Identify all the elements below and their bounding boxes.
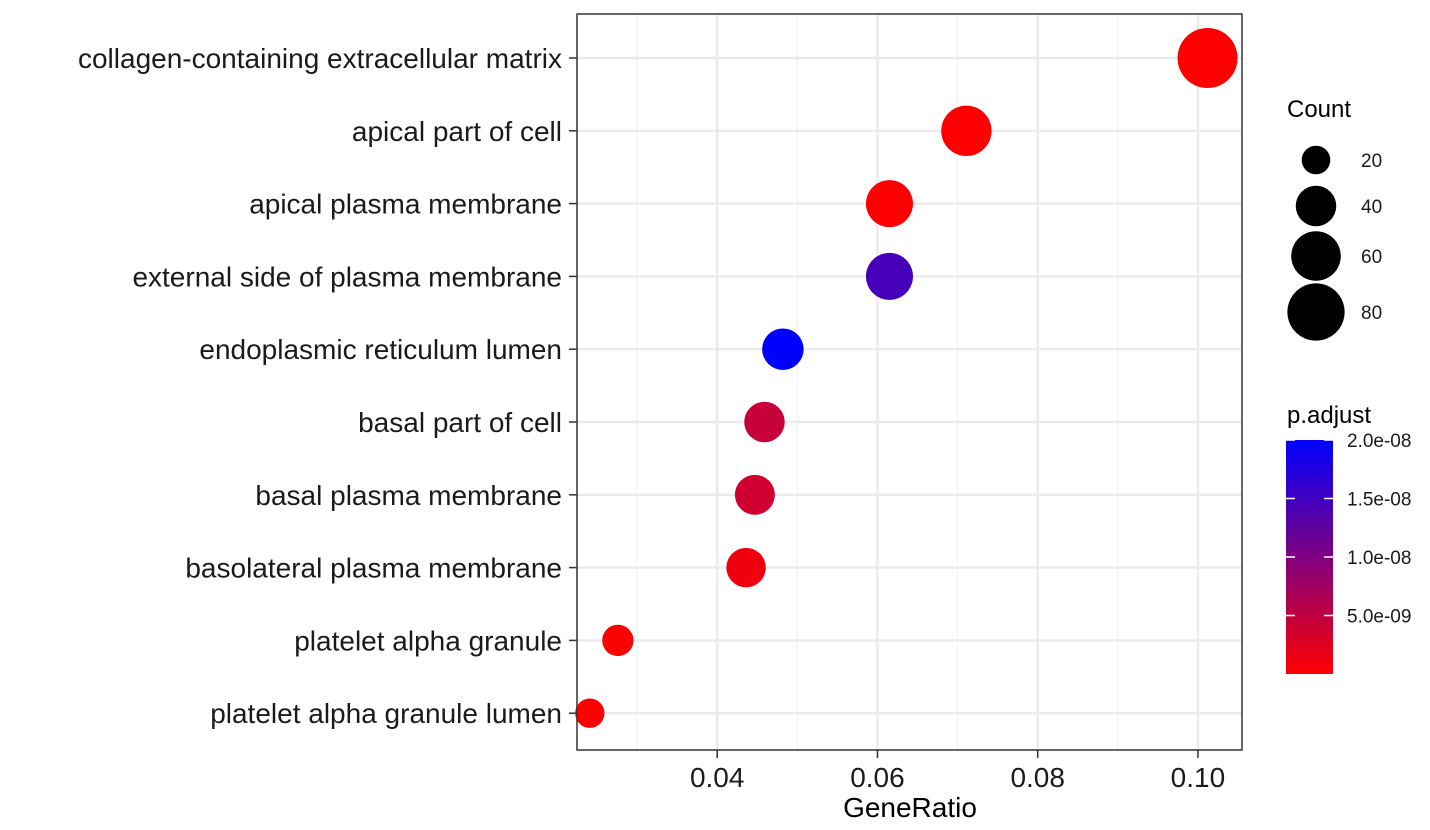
color-legend-label: 2.0e-08 <box>1347 431 1411 452</box>
size-legend-key <box>1301 145 1331 175</box>
color-legend-label: 5.0e-09 <box>1347 607 1411 628</box>
axes: collagen-containing extracellular matrix… <box>78 13 1243 793</box>
x-tick-label: 0.04 <box>690 762 745 793</box>
plot-panel <box>577 14 1242 750</box>
color-legend-label: 1.0e-08 <box>1347 548 1411 569</box>
y-tick-label: apical part of cell <box>352 116 562 147</box>
size-legend-label: 60 <box>1361 247 1382 268</box>
data-point <box>865 180 913 228</box>
y-tick-label: basal plasma membrane <box>255 480 562 511</box>
data-point <box>762 328 804 370</box>
size-legend-title: Count <box>1287 96 1351 123</box>
data-point <box>744 401 785 443</box>
size-legend: Count 20 40 60 80 <box>1287 96 1382 341</box>
x-tick-label: 0.10 <box>1171 762 1226 793</box>
y-tick-label: basolateral plasma membrane <box>185 553 562 584</box>
data-point <box>734 474 775 515</box>
x-tick-label: 0.08 <box>1010 762 1065 793</box>
data-point <box>865 252 913 300</box>
size-legend-label: 20 <box>1361 151 1382 172</box>
y-tick-label: apical plasma membrane <box>249 189 562 220</box>
size-legend-key <box>1291 231 1341 281</box>
panel-background <box>577 14 1242 750</box>
data-point <box>1177 27 1238 89</box>
y-tick-label: collagen-containing extracellular matrix <box>78 43 562 74</box>
size-legend-label: 80 <box>1361 303 1382 324</box>
y-tick-label: endoplasmic reticulum lumen <box>199 334 562 365</box>
data-point <box>726 547 766 588</box>
y-tick-label: external side of plasma membrane <box>132 261 562 292</box>
size-legend-key <box>1287 283 1345 341</box>
data-point <box>575 698 605 728</box>
x-tick-label: 0.06 <box>850 762 905 793</box>
y-tick-label: platelet alpha granule <box>294 625 562 656</box>
data-points <box>575 27 1238 728</box>
size-legend-key <box>1295 185 1337 227</box>
data-point <box>941 105 992 156</box>
color-legend-title: p.adjust <box>1287 402 1371 429</box>
size-legend-label: 40 <box>1361 197 1382 218</box>
y-tick-label: basal part of cell <box>358 407 562 438</box>
data-point <box>602 624 634 657</box>
color-legend-label: 1.5e-08 <box>1347 490 1411 511</box>
color-legend: p.adjust 5.0e-09 1.0e-08 1.5e-08 2.0e-08 <box>1286 402 1411 674</box>
panel-border <box>576 13 1243 751</box>
x-axis-title: GeneRatio <box>843 792 977 823</box>
y-tick-label: platelet alpha granule lumen <box>210 698 562 729</box>
